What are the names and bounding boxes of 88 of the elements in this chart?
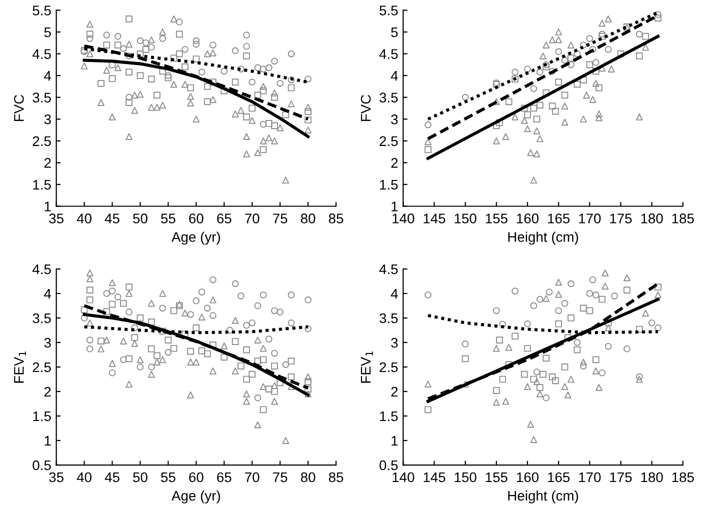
y-axis-title: FVC bbox=[360, 94, 371, 121]
y-tick-label: 0.5 bbox=[380, 460, 398, 470]
x-tick-label: 85 bbox=[328, 472, 344, 482]
y-tick-label: 4 bbox=[390, 288, 398, 299]
x-axis-title: Age (yr) bbox=[172, 232, 220, 245]
x-tick-label: 60 bbox=[189, 214, 204, 224]
x-tick-label: 180 bbox=[641, 472, 663, 482]
y-tick-label: 3.5 bbox=[32, 92, 51, 103]
y-tick-label: 3 bbox=[44, 114, 51, 124]
x-tick-label: 85 bbox=[328, 214, 344, 224]
y-tick-label: 1.5 bbox=[380, 180, 398, 190]
y-tick-label: 1 bbox=[44, 202, 51, 212]
x-tick-label: 75 bbox=[273, 214, 288, 224]
y-tick-label: 3.5 bbox=[380, 313, 398, 324]
x-tick-label: 40 bbox=[76, 472, 92, 482]
x-tick-label: 75 bbox=[273, 472, 288, 482]
y-tick-label: 1.5 bbox=[380, 411, 398, 422]
y-tick-label: 2.5 bbox=[32, 362, 51, 372]
x-tick-label: 140 bbox=[392, 214, 414, 224]
y-tick-label: 5 bbox=[44, 27, 51, 38]
x-tick-label: 150 bbox=[454, 472, 476, 482]
y-tick-label: 3 bbox=[391, 114, 398, 124]
x-tick-label: 170 bbox=[579, 472, 601, 482]
y-tick-label: 4 bbox=[390, 71, 398, 81]
y-tick-label: 3 bbox=[391, 338, 398, 348]
x-axis-title: Height (cm) bbox=[508, 490, 578, 504]
x-tick-label: 165 bbox=[548, 472, 570, 482]
x-tick-label: 150 bbox=[454, 214, 476, 224]
x-axis-title: Age (yr) bbox=[172, 490, 220, 504]
x-tick-label: 45 bbox=[104, 472, 120, 482]
x-tick-label: 165 bbox=[548, 214, 570, 224]
x-tick-label: 175 bbox=[610, 472, 632, 482]
y-tick-label: 2 bbox=[391, 158, 398, 168]
x-tick-label: 155 bbox=[486, 214, 508, 224]
y-axis-title: FEV$_{1}$ bbox=[14, 351, 26, 383]
y-tick-label: 4.5 bbox=[32, 264, 51, 274]
y-tick-label: 2.5 bbox=[32, 136, 51, 146]
x-tick-label: 155 bbox=[486, 472, 508, 482]
x-tick-label: 50 bbox=[133, 214, 148, 224]
x-tick-label: 160 bbox=[516, 472, 539, 482]
x-tick-label: 145 bbox=[424, 472, 446, 482]
y-tick-label: 1 bbox=[392, 202, 398, 212]
y-tick-label: 5.5 bbox=[32, 6, 51, 16]
x-tick-label: 40 bbox=[76, 214, 92, 224]
x-tick-label: 55 bbox=[161, 214, 176, 224]
y-tick-label: 4.5 bbox=[32, 49, 51, 59]
y-tick-label: 0.5 bbox=[32, 460, 51, 470]
y-tick-label: 2.5 bbox=[380, 362, 398, 372]
y-tick-label: 1 bbox=[44, 436, 51, 446]
x-tick-label: 185 bbox=[672, 214, 694, 224]
y-tick-label: 4.5 bbox=[379, 264, 398, 274]
x-tick-label: 170 bbox=[579, 214, 601, 224]
x-tick-label: 65 bbox=[217, 214, 232, 224]
y-tick-label: 1.5 bbox=[33, 411, 51, 422]
x-tick-label: 55 bbox=[161, 472, 176, 482]
y-axis-title: FVC bbox=[14, 94, 24, 121]
y-tick-label: 1.5 bbox=[33, 180, 51, 190]
y-tick-label: 4 bbox=[44, 288, 52, 299]
x-tick-label: 160 bbox=[516, 214, 539, 224]
x-tick-label: 175 bbox=[610, 214, 632, 224]
x-tick-label: 45 bbox=[104, 214, 120, 224]
x-tick-label: 70 bbox=[245, 472, 260, 482]
y-tick-label: 5.5 bbox=[380, 6, 398, 16]
x-axis-title: Height (cm) bbox=[508, 232, 578, 245]
x-tick-label: 60 bbox=[189, 472, 204, 482]
x-tick-label: 185 bbox=[672, 472, 694, 482]
y-tick-label: 2 bbox=[44, 158, 51, 168]
x-tick-label: 180 bbox=[641, 214, 663, 224]
y-tick-label: 4 bbox=[44, 71, 52, 81]
x-tick-label: 145 bbox=[424, 214, 446, 224]
x-tick-label: 35 bbox=[49, 214, 64, 224]
x-tick-label: 35 bbox=[49, 472, 64, 482]
y-axis-title: FEV$_{1}$ bbox=[360, 351, 373, 383]
y-tick-label: 3 bbox=[44, 338, 51, 348]
y-tick-label: 3.5 bbox=[380, 92, 398, 103]
y-tick-label: 5 bbox=[391, 27, 398, 38]
x-tick-label: 65 bbox=[217, 472, 232, 482]
y-tick-label: 2 bbox=[391, 386, 398, 397]
x-tick-label: 140 bbox=[392, 472, 414, 482]
y-tick-label: 1 bbox=[392, 436, 398, 446]
x-tick-label: 70 bbox=[245, 214, 260, 224]
y-tick-label: 4.5 bbox=[379, 49, 398, 59]
y-tick-label: 3.5 bbox=[32, 313, 51, 324]
x-tick-label: 50 bbox=[133, 472, 148, 482]
y-tick-label: 2.5 bbox=[380, 136, 398, 146]
x-tick-label: 80 bbox=[300, 214, 316, 224]
y-tick-label: 2 bbox=[44, 386, 51, 397]
x-tick-label: 80 bbox=[300, 472, 316, 482]
